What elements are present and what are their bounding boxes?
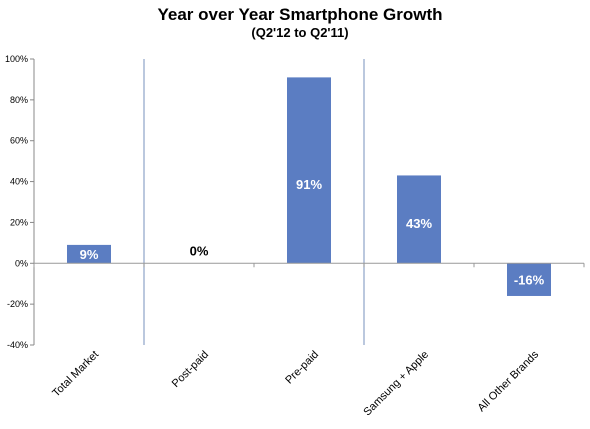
data-label-2: 0% <box>190 243 209 258</box>
x-tick-label-3: Pre-paid <box>283 349 321 387</box>
axes-group <box>33 59 585 345</box>
y-tick-label-5: 20% <box>10 217 28 227</box>
bar-1 <box>67 244 111 264</box>
chart-title: Year over Year Smartphone Growth <box>157 5 442 24</box>
y-axis-ticks: 100% 80% 60% 40% 20% 0% -20% -40% <box>5 54 34 350</box>
section-dividers <box>143 59 365 345</box>
data-label-3: 91% <box>296 177 322 192</box>
y-tick-label-8: -40% <box>7 340 28 350</box>
bar-3 <box>287 77 331 264</box>
y-tick-label-6: 0% <box>15 258 28 268</box>
x-tick-label-4: Samsung + Apple <box>361 349 431 419</box>
data-label-5: -16% <box>514 273 545 288</box>
bars-group <box>67 77 551 296</box>
bar-5 <box>507 263 551 296</box>
y-tick-label-7: -20% <box>7 299 28 309</box>
x-axis-ticks: Total Market Post-paid Pre-paid Samsung + A… <box>50 348 541 418</box>
x-tick-label-5: All Other Brands <box>476 348 542 414</box>
bar-4 <box>397 175 441 264</box>
data-labels: 9% 0% 91% 43% -16% <box>80 177 545 288</box>
x-tick-label-1: Total Market <box>50 349 101 400</box>
y-tick-label-4: 40% <box>10 177 28 187</box>
data-label-1: 9% <box>80 247 99 262</box>
chart-subtitle: (Q2'12 to Q2'11) <box>251 25 348 40</box>
y-tick-label-2: 80% <box>10 95 28 105</box>
y-tick-label-3: 60% <box>10 136 28 146</box>
y-tick-label-1: 100% <box>5 54 28 64</box>
x-tick-label-2: Post-paid <box>170 349 211 390</box>
data-label-4: 43% <box>406 216 432 231</box>
